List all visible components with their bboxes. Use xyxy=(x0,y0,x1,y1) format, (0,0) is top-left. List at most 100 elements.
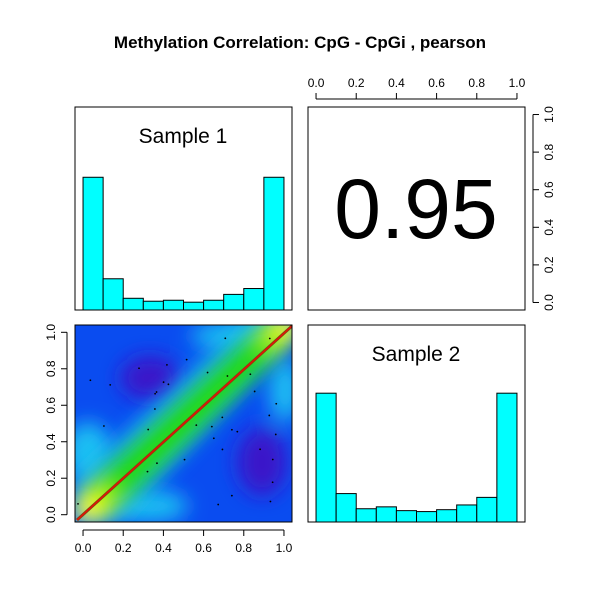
correlation-panel: 0.95 0.0 0.2 0.4 0.6 0.8 1.0 0.0 0.2 0.4 0.6 0.8 1… xyxy=(307,76,556,311)
histogram-bar-sample-1 xyxy=(102,278,124,311)
histogram-bar-sample-1 xyxy=(263,176,285,311)
histogram-bar-sample-1 xyxy=(183,301,205,311)
top-axis-tick-label: 0.6 xyxy=(428,76,445,90)
sparse-point xyxy=(103,425,105,427)
sparse-point xyxy=(274,433,277,436)
sparse-point xyxy=(217,503,220,506)
right-axis-tick-label: 0.0 xyxy=(542,294,556,311)
histogram-bar-sample-1 xyxy=(243,288,265,311)
sparse-point xyxy=(271,481,274,484)
sparse-point xyxy=(183,458,186,461)
sparse-point xyxy=(268,414,271,417)
histogram-bar-sample-2 xyxy=(395,510,418,523)
sparse-point xyxy=(154,392,157,395)
fit-line xyxy=(76,325,292,521)
sparse-point xyxy=(185,358,188,361)
left-axis-tick-label: 0.0 xyxy=(44,506,58,523)
bottom-axis-tick-label: 0.2 xyxy=(115,541,132,555)
sparse-point xyxy=(268,337,271,340)
sparse-point xyxy=(236,430,239,433)
top-axis-tick-label: 1.0 xyxy=(509,76,526,90)
bottom-axis-tick-label: 0.6 xyxy=(195,541,212,555)
sparse-points xyxy=(77,337,278,506)
right-axis-tick-label: 0.4 xyxy=(542,219,556,236)
sparse-point xyxy=(275,402,278,405)
bottom-axis-tick-label: 0.8 xyxy=(235,541,252,555)
panel-frame-scatter xyxy=(74,324,293,523)
histogram-bar-sample-1 xyxy=(122,297,144,311)
left-axis-tick-label: 1.0 xyxy=(44,324,58,341)
bottom-axis-tick-label: 1.0 xyxy=(276,541,293,555)
density-blob-low-topleft xyxy=(120,356,180,400)
correlation-value: 0.95 xyxy=(334,162,498,256)
top-axis-tick-label: 0.2 xyxy=(348,76,365,90)
sparse-point xyxy=(109,383,112,386)
right-axis-tick-label: 0.2 xyxy=(542,256,556,273)
histogram-bar-sample-2 xyxy=(315,392,337,523)
histogram-bar-sample-2 xyxy=(335,493,357,523)
sparse-point xyxy=(156,462,158,465)
right-axis-tick-label: 0.8 xyxy=(542,143,556,160)
panel-label-sample-1: Sample 1 xyxy=(139,125,228,148)
left-axis-tick-label: 0.2 xyxy=(44,470,58,487)
right-y-axis: 0.0 0.2 0.4 0.6 0.8 1.0 xyxy=(532,106,556,311)
top-axis-tick-label: 0.8 xyxy=(468,76,485,90)
histogram-bar-sample-2 xyxy=(355,508,377,523)
panel-frame-sample-1 xyxy=(74,106,293,311)
histogram-bar-sample-2 xyxy=(416,511,438,523)
sparse-point xyxy=(162,381,165,384)
sparse-point xyxy=(221,448,224,451)
sparse-point xyxy=(166,363,168,366)
panel-label-sample-2: Sample 2 xyxy=(372,343,461,366)
bottom-axis-tick-label: 0.4 xyxy=(155,541,172,555)
sparse-point xyxy=(138,367,140,370)
top-axis-tick-label: 0.0 xyxy=(308,76,325,90)
sparse-point xyxy=(146,470,149,473)
histogram-bar-sample-1 xyxy=(223,293,245,311)
right-axis-tick-label: 0.6 xyxy=(542,181,556,198)
histogram-bar-sample-2 xyxy=(496,392,518,523)
sparse-point xyxy=(226,375,229,377)
left-axis-tick-label: 0.6 xyxy=(44,397,58,414)
sparse-point xyxy=(89,379,92,382)
histogram-bar-sample-1 xyxy=(162,299,185,311)
histogram-bar-sample-1 xyxy=(82,176,104,311)
sparse-point xyxy=(230,494,233,497)
density-blob-mid-right xyxy=(269,358,292,422)
histogram-bars-sample-2 xyxy=(315,392,518,523)
bottom-axis-tick-label: 0.0 xyxy=(75,541,92,555)
sparse-point xyxy=(155,391,158,393)
sparse-point xyxy=(147,428,150,431)
panel-frame-sample-2 xyxy=(307,324,526,523)
sparse-point xyxy=(195,424,198,427)
left-y-axis: 0.0 0.2 0.4 0.6 0.8 1.0 xyxy=(44,324,68,523)
sparse-point xyxy=(271,458,274,461)
chart-title: Methylation Correlation: CpG - CpGi , pe… xyxy=(114,33,486,52)
histogram-panel-sample-2: Sample 2 xyxy=(307,324,526,523)
bottom-x-axis: 0.0 0.2 0.4 0.6 0.8 1.0 xyxy=(75,529,293,555)
sparse-point xyxy=(154,408,156,410)
histogram-bar-sample-2 xyxy=(456,504,478,523)
histogram-bar-sample-2 xyxy=(375,506,397,523)
histogram-bars-sample-1 xyxy=(82,176,285,311)
scatter-panel: 0.0 0.2 0.4 0.6 0.8 1.0 0.0 0.2 0.4 0.6 0.8 1.0 xyxy=(44,324,293,555)
sparse-point xyxy=(224,337,227,340)
sparse-point xyxy=(221,416,224,419)
right-axis-tick-label: 1.0 xyxy=(542,106,556,123)
sparse-point xyxy=(253,390,256,393)
sparse-point xyxy=(230,428,233,431)
sparse-point xyxy=(212,437,215,440)
sparse-point xyxy=(249,373,252,376)
histogram-bar-sample-1 xyxy=(203,299,225,311)
histogram-bar-sample-1 xyxy=(142,300,164,311)
sparse-point xyxy=(210,425,213,428)
density-blob-low-bottomright xyxy=(237,428,287,496)
sparse-point xyxy=(206,371,209,374)
left-axis-tick-label: 0.4 xyxy=(44,433,58,450)
sparse-point xyxy=(269,500,272,503)
left-axis-tick-label: 0.8 xyxy=(44,360,58,377)
top-x-axis: 0.0 0.2 0.4 0.6 0.8 1.0 xyxy=(308,76,526,100)
top-axis-tick-label: 0.4 xyxy=(388,76,405,90)
histogram-bar-sample-2 xyxy=(476,496,498,523)
